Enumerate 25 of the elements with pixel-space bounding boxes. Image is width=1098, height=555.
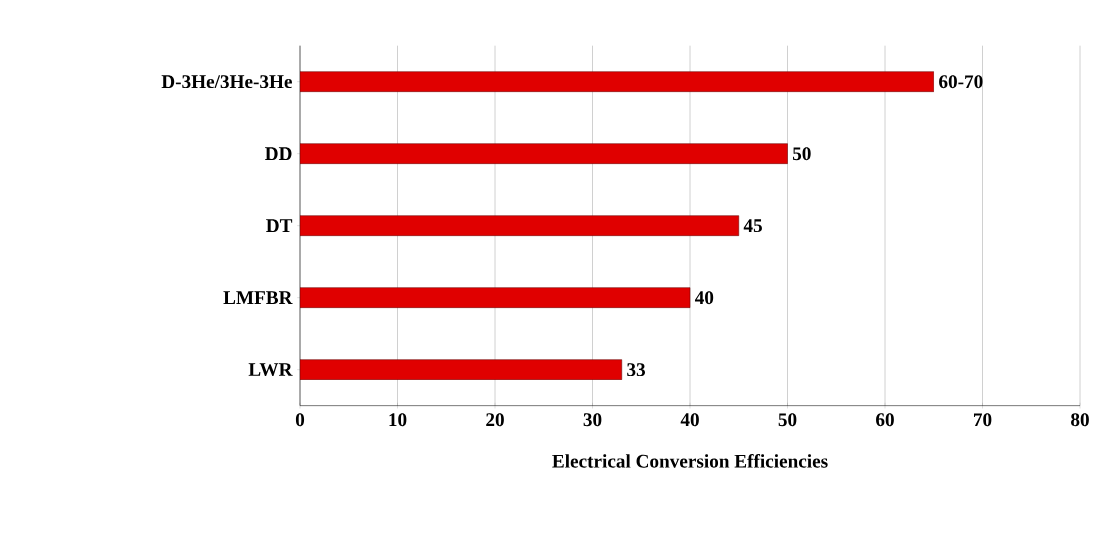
data-label: 33 [627, 363, 646, 377]
data-label: 40 [694, 291, 714, 305]
y-tick-label: DD [265, 147, 292, 160]
x-tick-label: 20 [486, 413, 504, 427]
y-tick-label: DT [266, 219, 293, 232]
x-tick-label: 40 [680, 413, 699, 427]
bar [300, 71, 935, 92]
y-tick-label: D-3He/3He-3He [161, 75, 292, 89]
x-tick-label: 10 [389, 413, 407, 427]
data-label: 50 [792, 147, 811, 161]
y-tick-label: LWR [248, 363, 293, 377]
data-label: 60-70 [939, 75, 983, 89]
x-axis-title: Electrical Conversion Efficiencies [552, 454, 828, 468]
x-tick-label: 50 [778, 413, 797, 427]
data-label: 45 [743, 219, 762, 233]
x-tick-label: 60 [876, 413, 894, 427]
x-tick-label: 80 [1071, 413, 1089, 427]
x-tick-label: 70 [973, 413, 992, 427]
bar [300, 215, 740, 236]
x-tick-label: 30 [583, 413, 602, 427]
x-tick-label: 0 [295, 413, 305, 427]
bar [300, 287, 691, 308]
bar [300, 359, 623, 380]
y-tick-label: LMFBR [223, 291, 293, 304]
bar [300, 143, 788, 164]
